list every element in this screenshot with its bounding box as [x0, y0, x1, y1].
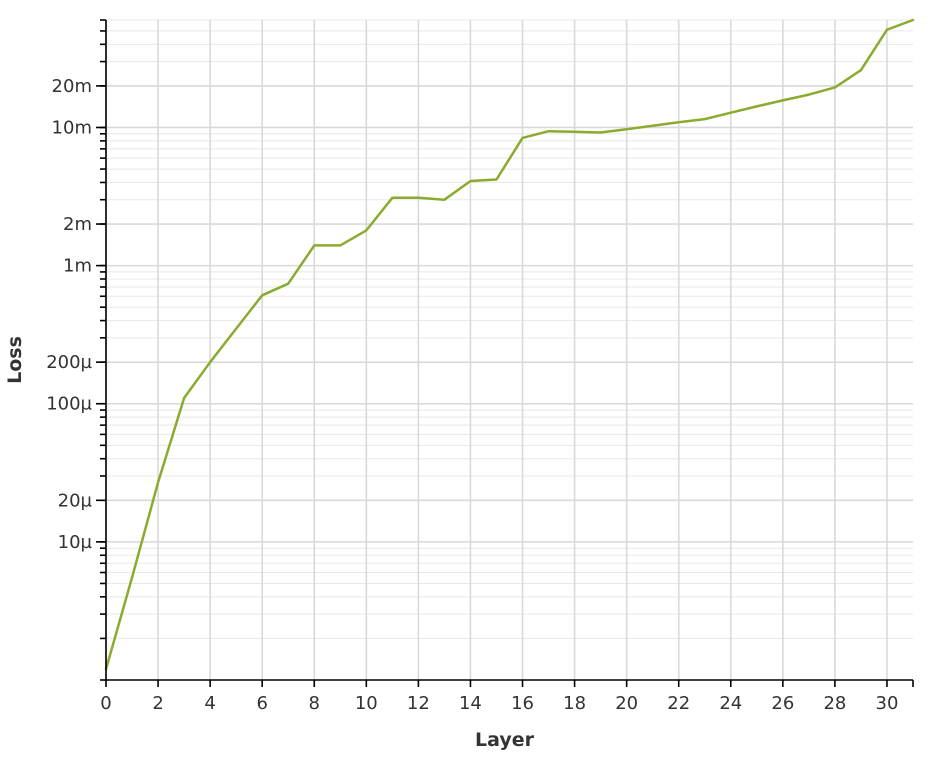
y-tick-label: 1m [63, 256, 92, 277]
x-tick-label: 14 [459, 693, 482, 714]
x-tick-label: 24 [719, 693, 742, 714]
series-layer [104, 18, 915, 671]
y-tick-label: 20m [52, 76, 92, 97]
x-tick-label: 2 [152, 693, 163, 714]
y-tick-label: 10µ [58, 532, 93, 553]
major-grid [105, 20, 913, 680]
y-tick-label: 2m [63, 214, 92, 235]
loss-series-line [104, 18, 915, 671]
x-tick-label: 0 [100, 693, 111, 714]
x-tick-label: 26 [771, 693, 794, 714]
x-tick-label: 22 [667, 693, 690, 714]
y-tick-label: 10m [52, 117, 92, 138]
x-axis-title: Layer [475, 729, 535, 751]
x-tick-label: 4 [204, 693, 215, 714]
x-tick-label: 10 [355, 693, 378, 714]
x-tick-label: 28 [823, 693, 846, 714]
x-tick-label: 18 [563, 693, 586, 714]
minor-grid [106, 19, 913, 681]
x-tick-label: 20 [615, 693, 638, 714]
x-tick-label: 12 [407, 693, 430, 714]
y-tick-label: 20µ [58, 490, 93, 511]
y-axis-title: Loss [4, 336, 26, 384]
x-tick-label: 16 [511, 693, 534, 714]
x-tick-label: 8 [309, 693, 320, 714]
x-tick-label: 30 [876, 693, 899, 714]
y-tick-label: 100µ [46, 394, 92, 415]
x-tick-label: 6 [256, 693, 267, 714]
y-tick-label: 200µ [46, 352, 92, 373]
axes [96, 19, 914, 687]
